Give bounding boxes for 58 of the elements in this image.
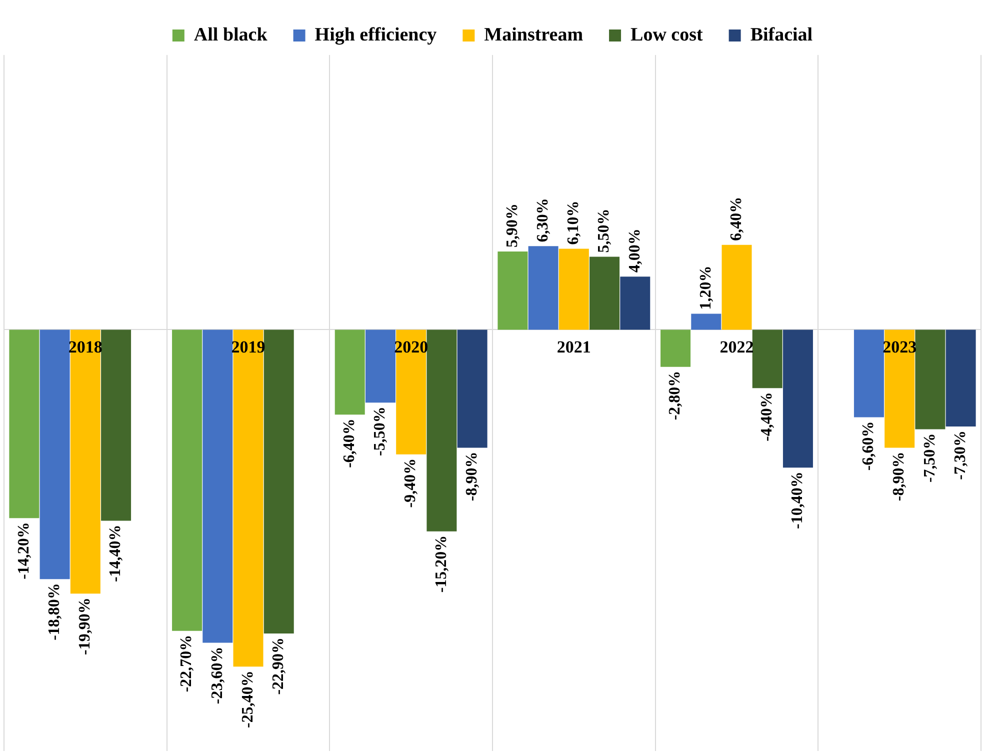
data-label: -23,60% bbox=[208, 646, 226, 704]
bar bbox=[202, 330, 233, 643]
legend-label: All black bbox=[194, 24, 268, 46]
x-tick-label: 2021 bbox=[556, 338, 591, 357]
bar bbox=[854, 330, 884, 418]
data-label: -19,90% bbox=[76, 598, 94, 656]
bar bbox=[722, 244, 752, 330]
bar bbox=[752, 330, 782, 388]
bar bbox=[691, 314, 722, 330]
legend-label: Bifacial bbox=[750, 24, 813, 46]
data-label: -7,50% bbox=[921, 433, 938, 483]
bar bbox=[457, 330, 488, 448]
data-label: 5,90% bbox=[504, 203, 521, 248]
legend-label: High efficiency bbox=[314, 24, 438, 46]
bar bbox=[782, 330, 813, 468]
bar bbox=[172, 330, 202, 631]
data-label: -18,80% bbox=[46, 583, 63, 640]
bar bbox=[426, 330, 457, 532]
data-label: -22,90% bbox=[270, 637, 288, 695]
bar bbox=[334, 330, 365, 415]
data-label: -6,60% bbox=[860, 421, 878, 471]
data-label: -14,20% bbox=[15, 522, 32, 580]
data-label: -4,40% bbox=[758, 392, 776, 442]
data-label: -2,80% bbox=[666, 370, 684, 420]
data-label: 1,20% bbox=[697, 266, 714, 310]
data-label: -6,40% bbox=[341, 418, 358, 468]
bar bbox=[101, 330, 132, 521]
bar bbox=[498, 251, 528, 330]
data-label: -15,20% bbox=[432, 535, 450, 593]
bar bbox=[365, 330, 396, 403]
bar bbox=[590, 256, 620, 330]
bar bbox=[40, 330, 70, 580]
data-label: -7,30% bbox=[952, 430, 969, 480]
bar bbox=[620, 276, 650, 330]
bar bbox=[233, 330, 264, 667]
bar bbox=[558, 248, 589, 330]
data-label: -10,40% bbox=[789, 472, 806, 529]
bar bbox=[264, 330, 294, 634]
data-label: -22,70% bbox=[178, 634, 196, 692]
bar bbox=[528, 246, 558, 330]
data-label: -9,40% bbox=[402, 458, 420, 508]
data-label: 6,30% bbox=[534, 198, 552, 242]
data-label: 6,40% bbox=[728, 196, 745, 241]
data-label: -25,40% bbox=[239, 670, 256, 728]
data-label: -14,40% bbox=[107, 524, 124, 582]
data-label: 6,10% bbox=[565, 200, 582, 245]
data-label: -5,50% bbox=[372, 406, 389, 456]
data-label: -8,90% bbox=[463, 452, 480, 502]
data-label: 5,50% bbox=[596, 208, 613, 253]
legend-label: Low cost bbox=[630, 24, 704, 46]
data-label: 4,00% bbox=[626, 228, 644, 273]
data-label: -8,90% bbox=[890, 452, 908, 502]
bar bbox=[915, 330, 946, 430]
bar bbox=[70, 330, 100, 594]
legend-label: Mainstream bbox=[484, 24, 584, 46]
bar bbox=[946, 330, 976, 427]
bar bbox=[660, 330, 691, 367]
bar bbox=[9, 330, 40, 518]
